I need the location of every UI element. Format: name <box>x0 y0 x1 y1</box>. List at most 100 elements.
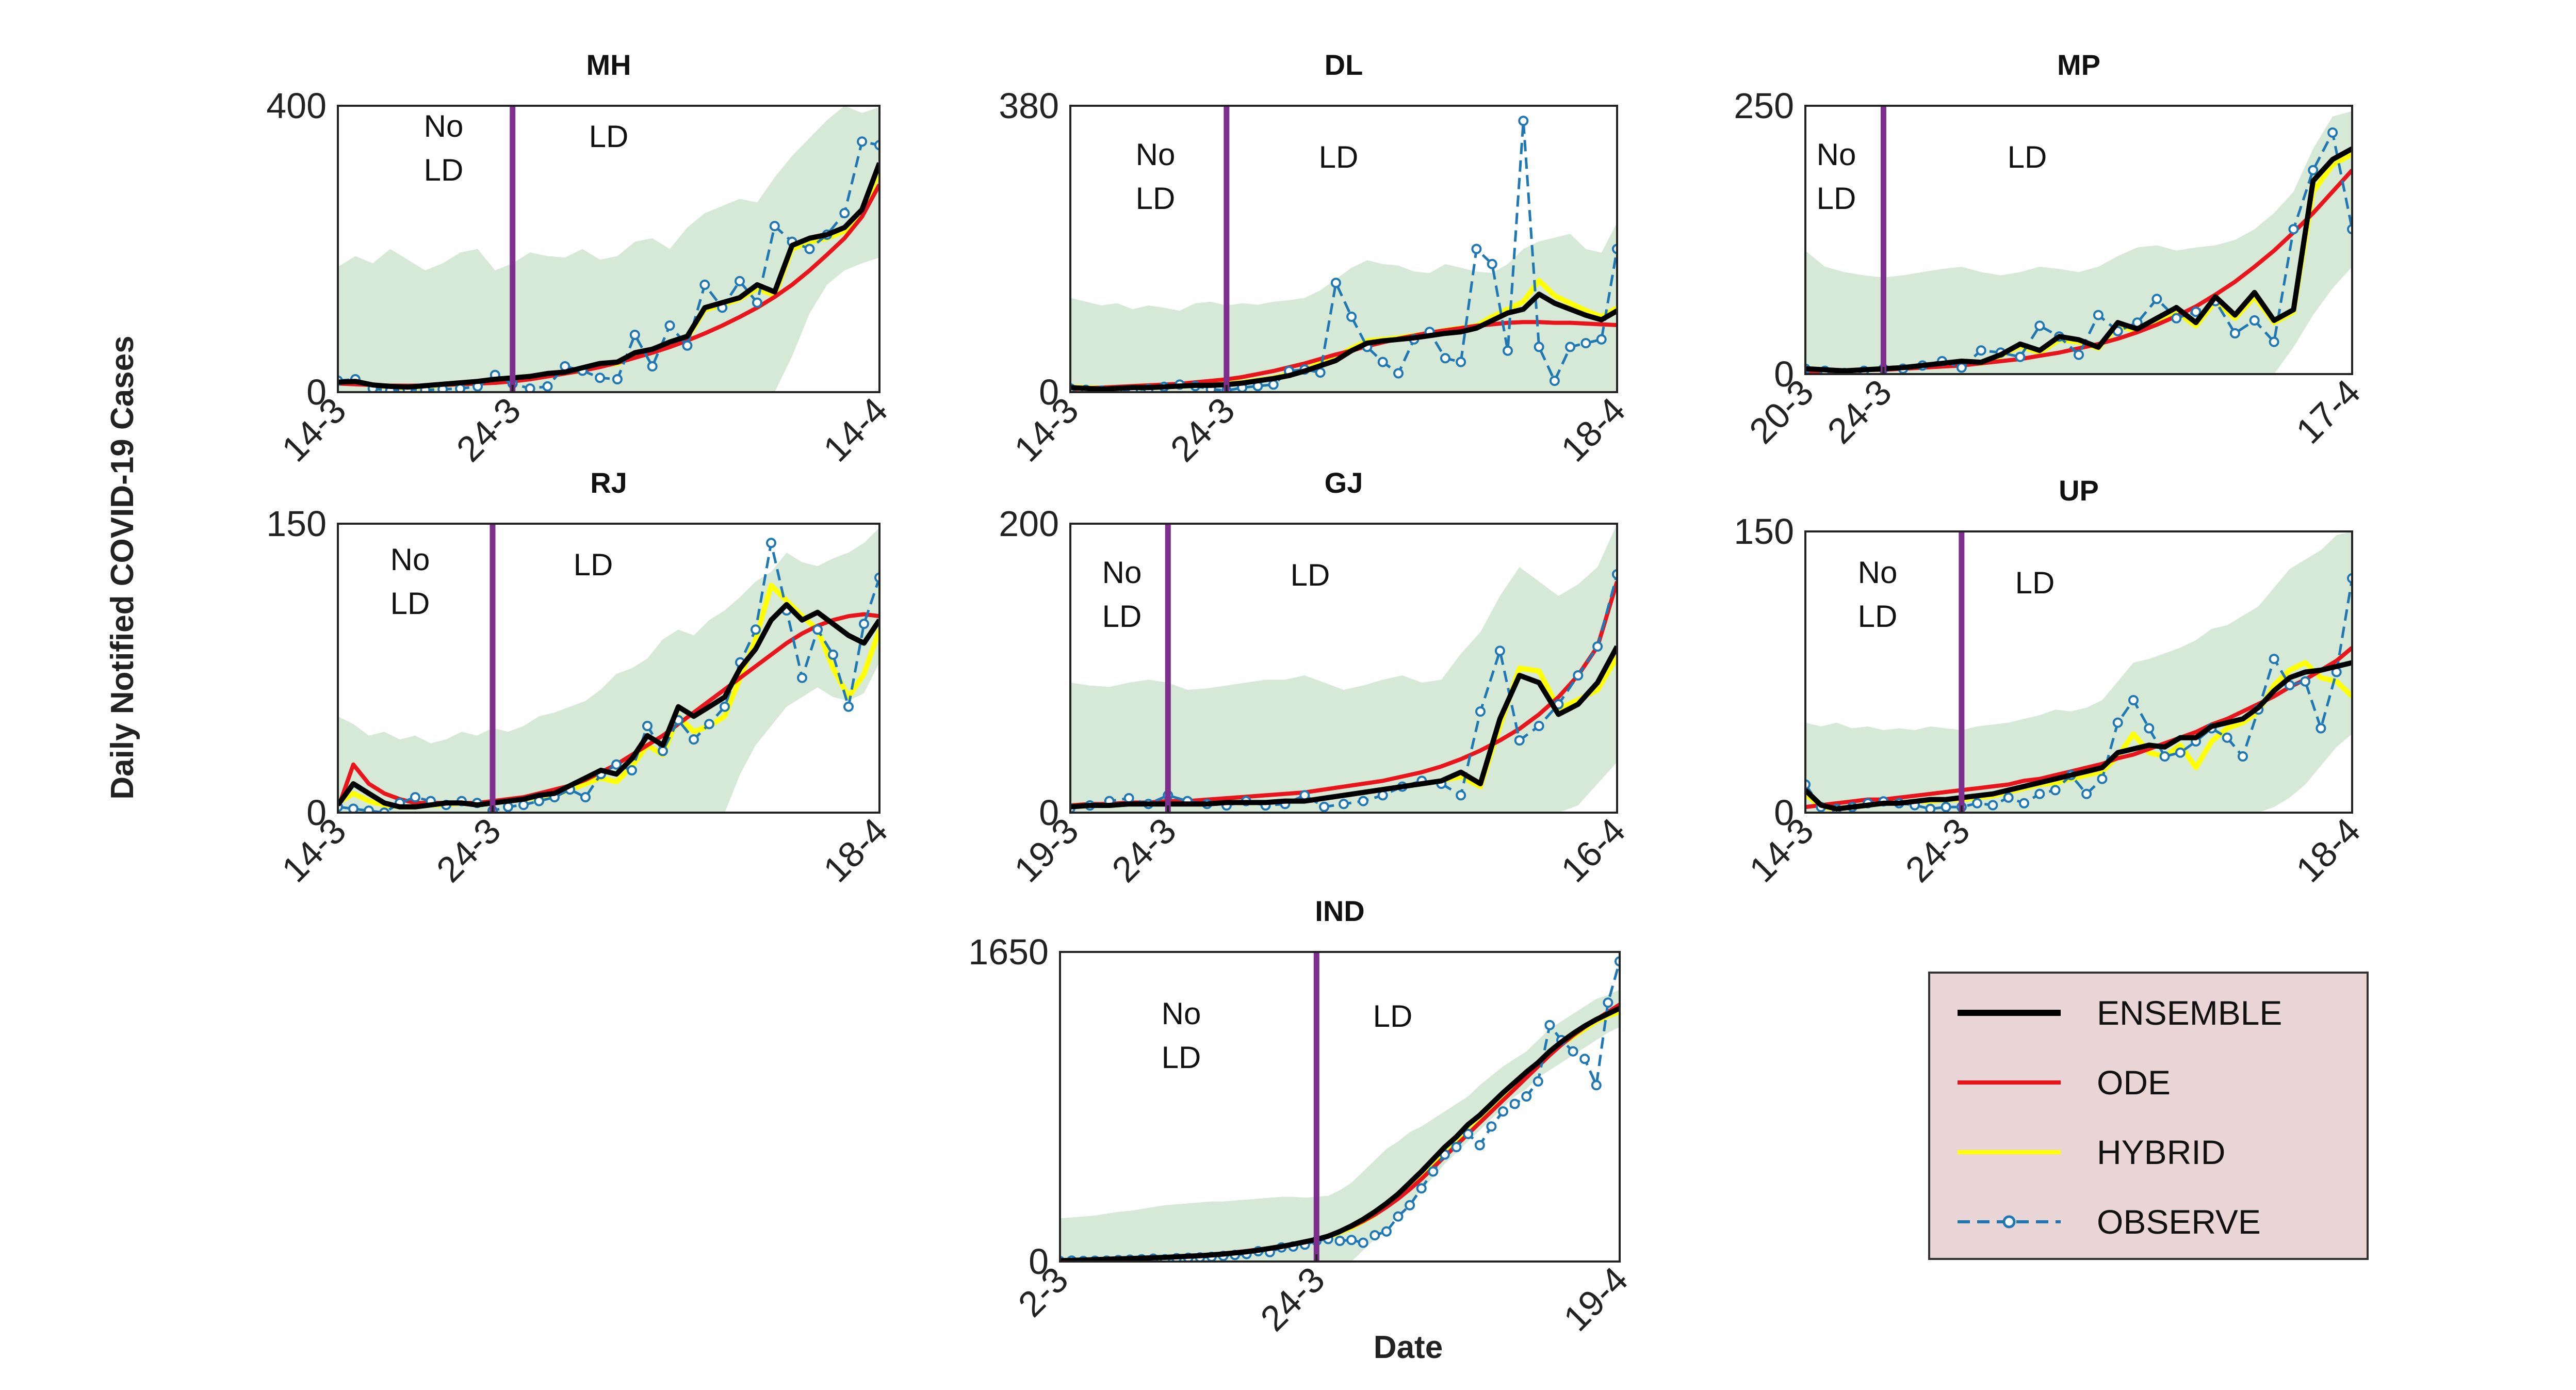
x-tick-label-rj: 14-3 <box>274 810 353 890</box>
observe-point-up <box>2034 788 2045 799</box>
observe-point-mh <box>735 276 745 286</box>
observe-point-up <box>2081 788 2092 799</box>
annotation-no-ld-label-rj: LD <box>390 586 430 621</box>
observe-point-mh <box>699 279 710 290</box>
y-tick-label-rj: 150 <box>266 504 327 544</box>
plot-series-mh <box>338 106 879 392</box>
observe-point-up <box>2003 792 2014 803</box>
panel-title-dl: DL <box>1325 49 1363 81</box>
observe-point-mh <box>752 297 762 308</box>
panel-up: UP 0 150 14-3 24-3 18-4 No LD LD <box>1734 474 2368 890</box>
axes-frame-mp <box>1804 105 2353 375</box>
observe-point-up <box>2238 751 2248 762</box>
observe-point-gj <box>1573 670 1584 681</box>
observe-point-ind <box>1393 1211 1404 1222</box>
observe-point-mh <box>595 373 606 383</box>
annotation-ld-mp: LD <box>2008 140 2047 174</box>
observe-point-up <box>2144 723 2155 734</box>
observe-point-gj <box>1514 735 1525 746</box>
observe-point-ind <box>1369 1230 1380 1241</box>
x-tick-label-rj: 24-3 <box>429 810 508 890</box>
x-tick-label-gj: 24-3 <box>1104 810 1184 890</box>
annotation-no-ld-up: No <box>1858 555 1898 590</box>
annotation-no-ld-label-up: LD <box>1858 599 1898 634</box>
observe-point-rj <box>689 734 699 745</box>
series-line-ensemble-rj <box>338 602 879 810</box>
x-tick-label-mp: 17-4 <box>2288 371 2368 451</box>
x-tick-label-mh: 14-4 <box>816 390 895 469</box>
observe-point-ind <box>1463 1128 1474 1139</box>
observe-point-ind <box>1334 1236 1345 1246</box>
panel-mh: MH 0 400 14-3 24-3 14-4 No LD LD <box>266 49 895 470</box>
observe-point-up <box>1925 803 1936 813</box>
observe-point-gj <box>1592 641 1603 652</box>
panel-title-mh: MH <box>586 49 631 81</box>
panel-title-gj: GJ <box>1325 466 1363 499</box>
observe-point-mp <box>1956 362 1967 373</box>
plot-series-mp <box>1805 111 2352 374</box>
observe-point-ind <box>1579 1054 1590 1064</box>
observe-point-ind <box>1416 1183 1427 1194</box>
plot-series-up <box>1805 531 2352 813</box>
x-tick-label-mh: 14-3 <box>274 390 353 469</box>
series-line-ensemble-gj <box>1070 645 1617 810</box>
observe-point-rj <box>704 719 714 730</box>
observe-point-rj <box>828 649 838 660</box>
observe-point-mh <box>612 374 623 384</box>
observe-point-dl <box>1471 244 1482 254</box>
observe-point-dl <box>1549 376 1560 386</box>
observe-point-ind <box>1544 1020 1555 1030</box>
observe-point-rj <box>812 624 823 635</box>
observe-point-mp <box>2093 310 2104 320</box>
legend-box <box>1928 972 2369 1260</box>
observe-point-up <box>2300 676 2311 687</box>
axes-frame-mh <box>337 105 881 393</box>
observe-point-mh <box>525 383 535 392</box>
observe-point-ind <box>1346 1235 1357 1246</box>
annotation-no-ld-dl: No <box>1136 137 1176 172</box>
annotation-ld-rj: LD <box>574 547 613 582</box>
observe-point-ind <box>1381 1226 1392 1237</box>
observe-point-mh <box>682 340 693 351</box>
observe-point-rj <box>348 803 358 813</box>
observe-point-mh <box>647 361 658 371</box>
annotation-no-ld-label-mp: LD <box>1817 181 1856 216</box>
panel-rj: RJ 0 150 14-3 24-3 18-4 No LD LD <box>266 466 895 890</box>
observe-point-dl <box>1596 334 1607 345</box>
observe-point-gj <box>1319 801 1330 812</box>
confidence-band-gj <box>1070 524 1617 813</box>
panel-mp: MP 0 250 20-324-3 17-4 No LD LD <box>1734 49 2368 451</box>
observe-point-up <box>2097 773 2108 784</box>
x-tick-label-up: 18-4 <box>2288 810 2368 890</box>
observe-point-ind <box>1521 1091 1532 1102</box>
observe-point-dl <box>1487 258 1497 269</box>
annotation-no-ld-label-mh: LD <box>424 153 464 187</box>
observe-point-rj <box>611 759 622 770</box>
observe-point-rj <box>843 701 854 712</box>
legend-entry-hybrid: HYBRID <box>1958 1133 2225 1171</box>
confidence-band-up <box>1805 531 2352 813</box>
observe-point-mp <box>2269 336 2279 347</box>
series-line-ensemble-dl <box>1070 292 1617 392</box>
annotation-ld-ind: LD <box>1373 999 1413 1033</box>
y-tick-label-mh: 400 <box>266 86 327 126</box>
x-tick-label-dl: 14-3 <box>1006 390 1086 469</box>
confidence-band-dl <box>1070 222 1617 392</box>
observe-point-ind <box>1532 1076 1543 1087</box>
observe-point-up <box>1941 802 1951 813</box>
observe-point-dl <box>1268 379 1279 390</box>
panel-title-ind: IND <box>1315 895 1364 927</box>
observe-point-mp <box>2249 315 2260 326</box>
axes-frame-dl <box>1069 105 1618 393</box>
x-tick-label-dl: 24-3 <box>1163 390 1242 469</box>
axes-frame-ind <box>1059 951 1621 1263</box>
panel-title-up: UP <box>2059 474 2099 507</box>
observe-point-mp <box>1976 345 1986 356</box>
observe-point-mp <box>2191 306 2202 317</box>
observe-point-up <box>1972 798 1983 809</box>
observe-point-mp <box>2074 349 2084 360</box>
legend-entry-ensemble: ENSEMBLE <box>1958 994 2282 1032</box>
x-tick-label-rj: 18-4 <box>816 810 895 890</box>
series-line-observe-up <box>1805 578 2352 811</box>
observe-point-dl <box>1580 338 1591 349</box>
